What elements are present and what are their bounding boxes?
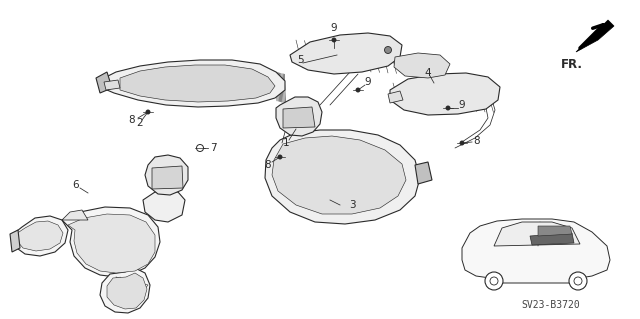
Text: 2: 2: [137, 118, 143, 128]
Polygon shape: [143, 192, 185, 222]
Polygon shape: [62, 207, 160, 277]
Circle shape: [569, 272, 587, 290]
Text: 9: 9: [459, 100, 465, 110]
Circle shape: [574, 277, 582, 285]
Polygon shape: [494, 222, 580, 246]
Polygon shape: [265, 130, 420, 224]
Text: SV23-B3720: SV23-B3720: [521, 300, 580, 310]
Circle shape: [146, 110, 150, 114]
Polygon shape: [576, 20, 614, 52]
Text: 8: 8: [265, 160, 271, 170]
Polygon shape: [530, 233, 574, 245]
Polygon shape: [388, 91, 403, 103]
Circle shape: [485, 272, 503, 290]
Polygon shape: [538, 226, 572, 236]
Polygon shape: [152, 166, 183, 189]
Polygon shape: [290, 33, 402, 74]
Text: 4: 4: [425, 68, 431, 78]
Circle shape: [490, 277, 498, 285]
Circle shape: [446, 106, 450, 110]
Polygon shape: [272, 136, 406, 214]
Circle shape: [332, 38, 336, 42]
Polygon shape: [104, 80, 120, 90]
Text: 8: 8: [129, 115, 135, 125]
Text: 9: 9: [365, 77, 371, 87]
Polygon shape: [283, 107, 315, 128]
Circle shape: [356, 88, 360, 92]
Polygon shape: [12, 216, 68, 256]
Polygon shape: [107, 273, 147, 309]
Circle shape: [460, 141, 464, 145]
Circle shape: [385, 47, 392, 54]
Text: 6: 6: [73, 180, 79, 190]
Polygon shape: [100, 268, 150, 313]
Polygon shape: [145, 155, 188, 195]
Circle shape: [196, 145, 204, 152]
Polygon shape: [68, 214, 155, 273]
Text: FR.: FR.: [561, 57, 583, 70]
Text: 1: 1: [283, 138, 289, 148]
Text: 7: 7: [210, 143, 216, 153]
Polygon shape: [415, 162, 432, 184]
Text: 3: 3: [349, 200, 355, 210]
Polygon shape: [276, 97, 322, 136]
Text: 8: 8: [474, 136, 480, 146]
Polygon shape: [10, 230, 20, 252]
Polygon shape: [16, 221, 63, 251]
Text: 5: 5: [297, 55, 303, 65]
Polygon shape: [394, 53, 450, 78]
Polygon shape: [100, 60, 285, 107]
Circle shape: [278, 155, 282, 159]
Polygon shape: [462, 219, 610, 283]
Polygon shape: [62, 210, 88, 220]
Text: 9: 9: [331, 23, 337, 33]
Polygon shape: [96, 72, 112, 93]
Polygon shape: [390, 73, 500, 115]
Polygon shape: [120, 65, 275, 102]
